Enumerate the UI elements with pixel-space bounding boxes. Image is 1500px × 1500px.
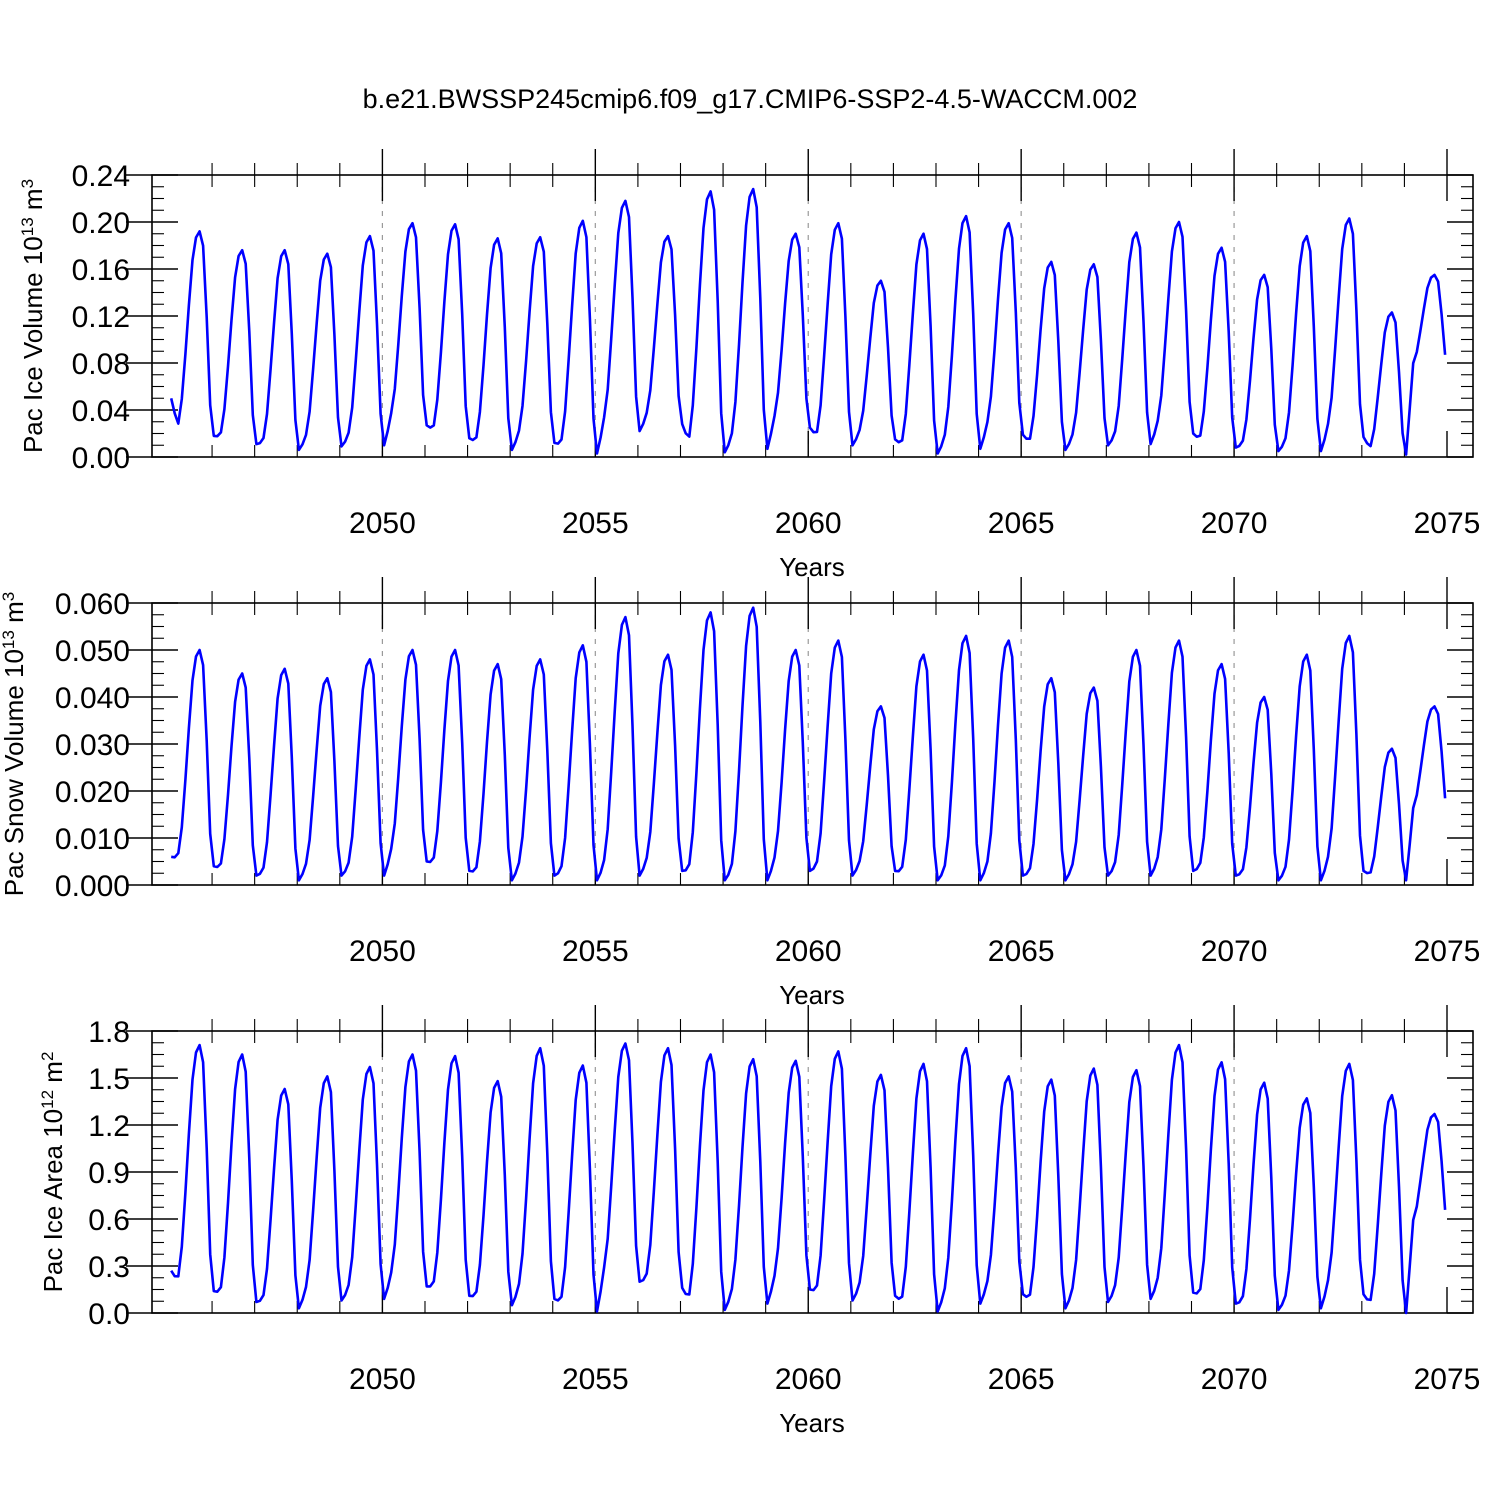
y-tick-label: 1.8 [88,1016,130,1049]
x-tick-label: 2065 [988,935,1055,968]
pac-ice-volume-series-line [169,187,1447,456]
y-tick-label: 0.12 [72,301,130,334]
x-tick-label: 2050 [349,1363,416,1396]
pac-snow-volume-panel: 0.000 0.010 0.020 0.030 0.040 0.050 0.060 2050 2… [0,577,1480,1010]
y-tick-label: 0.20 [72,207,130,240]
figure-title: b.e21.BWSSP245cmip6.f09_g17.CMIP6-SSP2-4… [362,84,1138,114]
y-tick-label: 0.24 [72,160,130,193]
y-tick-label: 0.0 [88,1298,130,1331]
y-tick-label: 0.04 [72,395,130,428]
y-tick-label: 0.060 [55,588,130,621]
y-tick-label: 0.050 [55,635,130,668]
x-tick-label: 2050 [349,507,416,540]
y-axis-label: Pac Ice Area 1012 m2 [38,1052,69,1293]
y-tick-label: 0.3 [88,1251,130,1284]
x-tick-label: 2060 [775,935,842,968]
y-axis-label: Pac Ice Volume 1013 m3 [18,179,49,453]
y-tick-label: 0.020 [55,776,130,809]
x-axis-label: Years [779,1408,845,1438]
y-tick-label: 0.6 [88,1204,130,1237]
x-tick-label: 2055 [562,935,629,968]
x-tick-label: 2065 [988,1363,1055,1396]
pac-snow-volume-series-line [171,606,1447,882]
x-tick-label: 2075 [1414,1363,1481,1396]
y-tick-label: 1.5 [88,1063,130,1096]
x-tick-label: 2070 [1201,935,1268,968]
y-tick-label: 0.000 [55,870,130,903]
pac-ice-area-panel: 0.0 0.3 0.6 0.9 1.2 1.5 1.8 2050 2055 2060 2065 207… [38,1005,1481,1438]
x-tick-label: 2055 [562,1363,629,1396]
x-tick-label: 2065 [988,507,1055,540]
x-tick-label: 2060 [775,507,842,540]
y-tick-label: 0.040 [55,682,130,715]
y-tick-label: 0.030 [55,729,130,762]
y-tick-label: 0.16 [72,254,130,287]
pac-ice-area-series-line [170,1042,1447,1315]
y-tick-label: 0.00 [72,442,130,475]
x-axis-label: Years [779,552,845,582]
y-tick-label: 0.010 [55,823,130,856]
x-tick-label: 2070 [1201,507,1268,540]
y-tick-label: 0.08 [72,348,130,381]
x-tick-label: 2050 [349,935,416,968]
x-tick-label: 2075 [1414,507,1481,540]
x-tick-label: 2075 [1414,935,1481,968]
pac-ice-volume-panel: 0.00 0.04 0.08 0.12 0.16 0.20 0.24 2050 2055 2060… [18,149,1481,582]
y-axis-label: Pac Snow Volume 1013 m3 [0,592,29,896]
x-tick-label: 2055 [562,507,629,540]
x-tick-label: 2060 [775,1363,842,1396]
y-tick-label: 0.9 [88,1157,130,1190]
y-tick-label: 1.2 [88,1110,130,1143]
x-axis-label: Years [779,980,845,1010]
x-tick-label: 2070 [1201,1363,1268,1396]
